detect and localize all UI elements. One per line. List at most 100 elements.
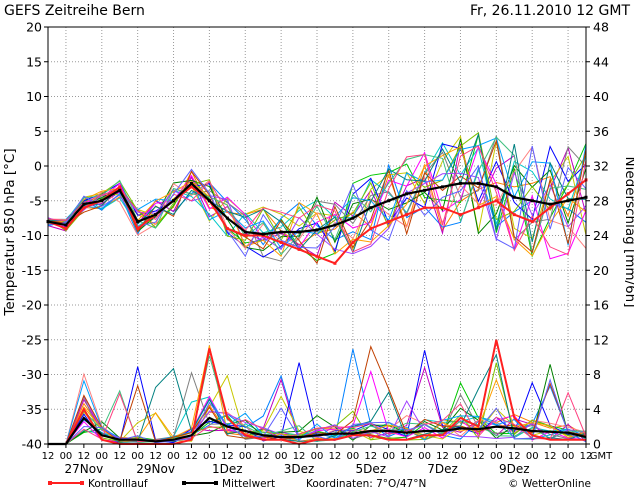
x-hour-label: 00	[562, 451, 575, 462]
temperature-point-kontrolllauf	[351, 240, 355, 244]
temperature-point-kontrolllauf	[512, 213, 516, 217]
member-temperature-line	[47, 145, 587, 256]
right-tick-label: 44	[593, 54, 609, 69]
temperature-point-kontrolllauf	[405, 213, 409, 217]
temperature-point-kontrolllauf	[566, 192, 570, 196]
member-precipitation-line	[48, 362, 587, 445]
temperature-point-mittelwert	[207, 199, 211, 203]
temperature-point-mittelwert	[100, 199, 104, 203]
plot-frame	[44, 26, 590, 448]
x-hour-label: 12	[364, 451, 377, 462]
temperature-point-mittelwert	[494, 185, 498, 189]
left-tick-label: -25	[22, 332, 42, 347]
temperature-point-kontrolllauf	[476, 206, 480, 210]
right-axis-label: Niederschlag [mm/6h]	[622, 156, 634, 307]
temperature-point-kontrolllauf	[136, 227, 140, 231]
temperature-point-kontrolllauf	[315, 254, 319, 258]
x-hour-label: 12	[42, 451, 55, 462]
x-date-label: 9Dez	[499, 462, 530, 476]
x-hour-label: 00	[490, 451, 503, 462]
temperature-point-kontrolllauf	[243, 234, 247, 237]
right-tick-label: 16	[593, 298, 609, 313]
right-tick-label: 0	[593, 437, 601, 452]
legend-coordinates: Koordinaten: 7°O/47°N	[306, 478, 426, 490]
x-hour-label: 00	[311, 451, 324, 462]
right-tick-label: 8	[593, 367, 601, 382]
member-temperature-line	[47, 171, 587, 255]
member-precipitation-line	[48, 391, 587, 445]
temperature-point-mittelwert	[441, 185, 445, 189]
left-tick-label: -30	[22, 367, 42, 382]
left-tick-label: 5	[34, 124, 42, 139]
temperature-point-mittelwert	[261, 232, 265, 236]
temperature-point-mittelwert	[566, 199, 570, 203]
x-hour-label: 12	[400, 451, 413, 462]
temperature-point-kontrolllauf	[225, 227, 229, 231]
x-hour-label: 12	[544, 451, 557, 462]
temperature-point-mittelwert	[297, 230, 301, 234]
precipitation-line-mittelwert	[48, 416, 587, 446]
temperature-point-kontrolllauf	[297, 247, 301, 251]
left-tick-label: 20	[26, 20, 42, 35]
left-tick-labels: 20 15 10 5 0 -5 -10 -15 -20 -25 -30 -35 -40	[22, 20, 42, 452]
x-hour-label: 12	[329, 451, 342, 462]
x-date-label: 5Dez	[356, 462, 387, 476]
left-tick-label: -20	[22, 298, 42, 313]
x-date-label: 29Nov	[136, 462, 175, 476]
temperature-point-mittelwert	[243, 230, 247, 234]
temperature-point-mittelwert	[118, 188, 122, 192]
temperature-point-mittelwert	[82, 202, 86, 206]
x-date-label: 27Nov	[65, 462, 104, 476]
right-tick-label: 20	[593, 263, 609, 278]
right-tick-label: 24	[593, 228, 609, 243]
x-date-label: 1Dez	[212, 462, 243, 476]
x-hour-label: 12	[436, 451, 449, 462]
temperature-point-kontrolllauf	[82, 206, 86, 210]
x-hour-label: 00	[239, 451, 252, 462]
x-hour-label: 00	[526, 451, 539, 462]
x-hour-label: 00	[167, 451, 180, 462]
legend-mean-marker	[214, 481, 218, 485]
member-precipitation-line	[48, 378, 587, 445]
temperature-point-mittelwert	[387, 199, 391, 203]
temperature-point-kontrolllauf	[441, 206, 445, 210]
temperature-point-kontrolllauf	[387, 220, 391, 224]
grid	[48, 26, 586, 445]
temperature-point-mittelwert	[512, 195, 516, 199]
x-hour-label: 12	[580, 451, 593, 462]
x-hour-label: 00	[131, 451, 144, 462]
member-temperature-line	[47, 145, 587, 250]
x-hour-label: 00	[95, 451, 108, 462]
temperature-point-mittelwert	[225, 216, 229, 220]
temperature-point-mittelwert	[154, 213, 158, 217]
x-date-label: 3Dez	[284, 462, 315, 476]
x-tick-labels: 12 00 12 00 12 00 12 00 12 00 12 00 12 00 12 00 12 00 12 00…	[42, 451, 613, 462]
legend-control-label: Kontrolllauf	[88, 478, 148, 490]
temperature-point-mittelwert	[64, 223, 68, 227]
temperature-point-kontrolllauf	[530, 220, 534, 224]
x-hour-label: 00	[382, 451, 395, 462]
right-tick-label: 4	[593, 402, 601, 417]
right-tick-label: 12	[593, 332, 609, 347]
temperature-point-kontrolllauf	[189, 185, 193, 189]
left-tick-label: -10	[22, 228, 42, 243]
temperature-point-mittelwert	[333, 223, 337, 227]
temperature-point-mittelwert	[548, 202, 552, 206]
right-tick-label: 28	[593, 193, 609, 208]
x-hour-label: 12	[113, 451, 126, 462]
x-hour-label: 12	[77, 451, 90, 462]
temperature-point-mittelwert	[172, 199, 176, 203]
x-hour-label: 00	[275, 451, 288, 462]
temperature-point-kontrolllauf	[279, 240, 283, 244]
run-date: Fr, 26.11.2010 12 GMT	[470, 3, 630, 19]
temperature-point-mittelwert	[476, 181, 480, 185]
left-tick-label: 15	[26, 54, 42, 69]
temperature-point-mittelwert	[315, 228, 319, 232]
right-tick-label: 32	[593, 159, 609, 174]
temperature-point-kontrolllauf	[458, 213, 462, 217]
x-hour-label: 12	[508, 451, 521, 462]
temperature-point-mittelwert	[369, 206, 373, 210]
x-hour-label: 00	[346, 451, 359, 462]
left-tick-label: 10	[26, 89, 42, 104]
